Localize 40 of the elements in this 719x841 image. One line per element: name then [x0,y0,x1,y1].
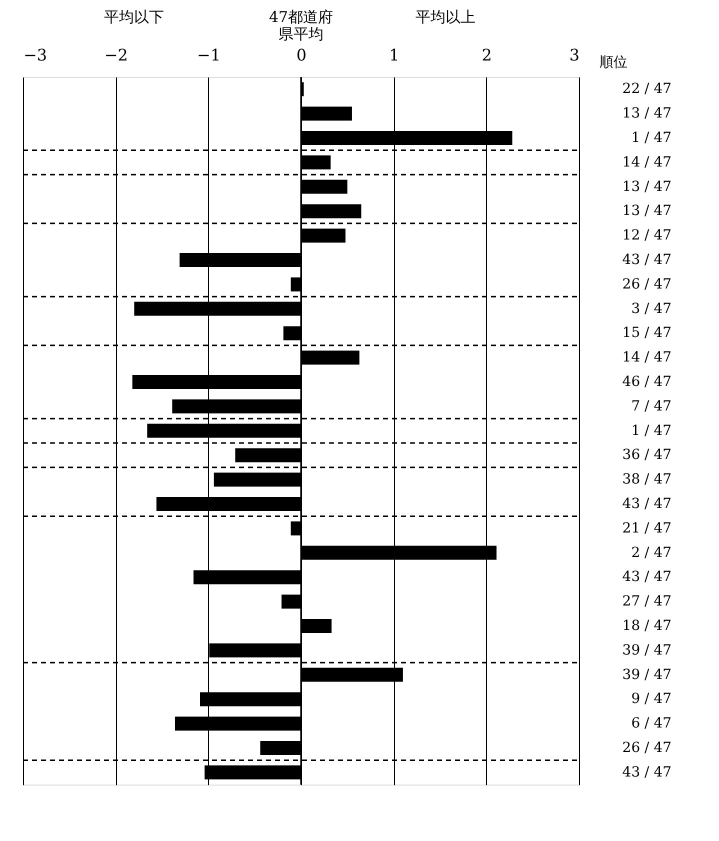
y-tick-label: 14 / 47 [622,154,672,170]
y-tick-label: 13 / 47 [622,106,672,122]
y-tick-label: 46 / 47 [622,374,672,390]
y-tick-label: 27 / 47 [622,594,672,610]
y-tick-label: 43 / 47 [622,764,672,780]
y-tick-label: 36 / 47 [622,447,672,464]
y-tick-label: 39 / 47 [622,642,672,658]
x-tick-label: 3 [569,46,580,64]
x-tick-label: −2 [104,46,128,64]
y-tick-label: 14 / 47 [622,350,672,366]
y-tick-label: 43 / 47 [622,569,672,586]
y-tick-label: 15 / 47 [622,325,672,342]
y-tick-label: 43 / 47 [622,496,672,512]
x-tick-label: 0 [296,46,307,64]
text: 平均以上 [416,8,476,26]
y-tick-label: 12 / 47 [622,228,672,244]
y-tick-label: 18 / 47 [622,618,672,634]
y-tick-label: 39 / 47 [622,666,672,683]
text: 47都道府県平均 [268,8,334,43]
x-tick-label: −3 [24,46,48,64]
y-tick-label: 13 / 47 [622,178,672,195]
y-tick-label: 1 / 47 [631,130,672,146]
x-tick-label: −1 [197,46,221,64]
y-tick-label: 13 / 47 [622,203,672,220]
y-tick-label: 26 / 47 [622,740,672,756]
y-tick-label: 6 / 47 [631,716,672,732]
y-tick-label: 2 / 47 [631,544,672,561]
x-tick-label: 1 [389,46,400,64]
text: 平均以下 [104,8,164,26]
y-tick-label: 38 / 47 [622,472,672,488]
x-tick-label: 2 [482,46,492,64]
y-tick-label: 43 / 47 [622,252,672,268]
y-tick-label: 21 / 47 [622,520,672,536]
y-tick-label: 1 / 47 [631,422,672,439]
y-tick-label: 9 / 47 [631,691,672,708]
y-tick-label: 3 / 47 [631,300,672,317]
y-axis-title: 順位 [600,54,628,70]
y-tick-label: 7 / 47 [631,398,672,414]
y-tick-label: 26 / 47 [622,276,672,292]
y-tick-label: 22 / 47 [622,81,672,98]
